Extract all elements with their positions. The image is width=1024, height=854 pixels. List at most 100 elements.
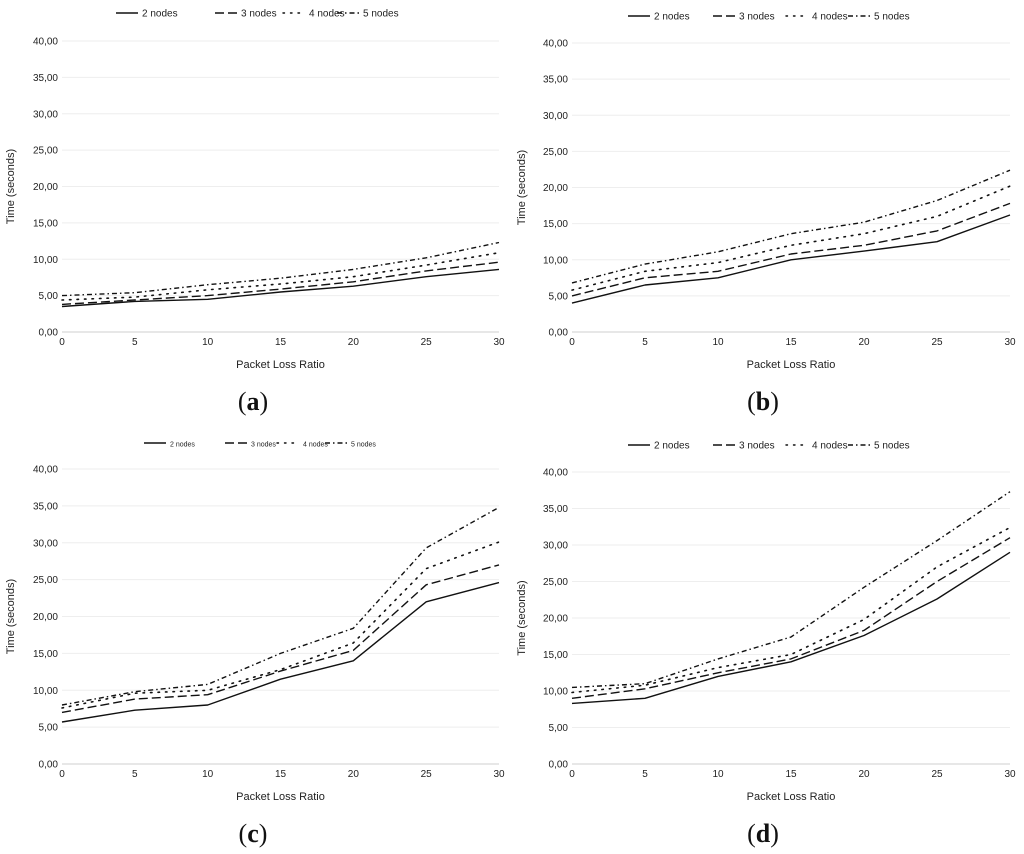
y-axis-label: Time (seconds): [516, 150, 528, 225]
x-tick-label: 0: [569, 769, 575, 780]
x-axis-label: Packet Loss Ratio: [236, 359, 325, 371]
series-line-2-nodes: [61, 581, 500, 723]
y-tick-label: 20,00: [543, 614, 568, 625]
y-tick-label: 40,00: [543, 39, 568, 50]
y-tick-label: 15,00: [33, 649, 58, 660]
x-tick-label: 20: [348, 769, 360, 780]
legend-label: 5 nodes: [351, 442, 376, 449]
legend-label: 3 nodes: [251, 442, 276, 449]
y-tick-label: 0,00: [549, 760, 569, 771]
y-tick-label: 30,00: [543, 541, 568, 552]
series-line-4-nodes: [571, 185, 1011, 291]
y-tick-label: 10,00: [33, 686, 58, 697]
y-tick-label: 5,00: [549, 291, 569, 302]
series-line-4-nodes: [571, 526, 1011, 694]
series-line-3-nodes: [61, 564, 500, 714]
x-tick-label: 20: [858, 337, 870, 348]
y-tick-label: 20,00: [543, 183, 568, 194]
x-tick-label: 30: [493, 337, 505, 348]
y-tick-label: 35,00: [543, 504, 568, 515]
x-tick-label: 30: [1004, 769, 1016, 780]
y-tick-label: 40,00: [543, 468, 568, 479]
y-tick-label: 35,00: [33, 501, 58, 512]
panel-label: (b): [747, 387, 779, 416]
panel-label: (d): [747, 819, 779, 848]
series-line-4-nodes: [61, 541, 500, 709]
x-tick-label: 5: [642, 769, 648, 780]
y-tick-label: 20,00: [33, 182, 58, 193]
legend-label: 5 nodes: [874, 441, 910, 452]
y-axis-label: Time (seconds): [5, 579, 17, 654]
x-tick-label: 5: [132, 337, 138, 348]
x-axis-label: Packet Loss Ratio: [747, 359, 836, 371]
y-axis-label: Time (seconds): [5, 149, 17, 224]
series-line-4-nodes: [61, 251, 500, 301]
y-tick-label: 15,00: [33, 218, 58, 229]
series-line-5-nodes: [571, 169, 1011, 284]
x-tick-label: 15: [785, 769, 797, 780]
x-tick-label: 25: [931, 769, 943, 780]
legend-label: 3 nodes: [739, 441, 775, 452]
legend-label: 4 nodes: [303, 442, 328, 449]
x-tick-label: 10: [202, 769, 214, 780]
chart-panel-d: 0,00 5,00 10,00 15,00 20,00 25,00 30,00 35,00 40…: [516, 441, 1016, 849]
y-tick-label: 35,00: [33, 73, 58, 84]
y-tick-label: 15,00: [543, 650, 568, 661]
y-tick-label: 10,00: [543, 255, 568, 266]
x-tick-label: 30: [493, 769, 505, 780]
y-tick-label: 20,00: [33, 612, 58, 623]
x-tick-label: 15: [275, 337, 287, 348]
y-axis-label: Time (seconds): [516, 580, 528, 655]
x-tick-label: 0: [569, 337, 575, 348]
x-axis-label: Packet Loss Ratio: [236, 791, 325, 803]
x-tick-label: 5: [132, 769, 138, 780]
y-tick-label: 5,00: [39, 723, 59, 734]
y-tick-label: 35,00: [543, 75, 568, 86]
chart-panel-b: 0,00 5,00 10,00 15,00 20,00 25,00 30,00 35,00 40…: [516, 12, 1016, 417]
y-tick-label: 15,00: [543, 219, 568, 230]
series-line-2-nodes: [571, 214, 1011, 304]
y-tick-label: 25,00: [543, 577, 568, 588]
x-tick-label: 5: [642, 337, 648, 348]
y-tick-label: 30,00: [33, 538, 58, 549]
legend-label: 2 nodes: [654, 441, 690, 452]
x-tick-label: 0: [59, 769, 65, 780]
x-tick-label: 0: [59, 337, 65, 348]
y-tick-label: 10,00: [543, 687, 568, 698]
x-tick-label: 25: [931, 337, 943, 348]
legend-label: 2 nodes: [142, 9, 178, 20]
legend-label: 4 nodes: [812, 441, 848, 452]
legend-label: 4 nodes: [309, 9, 345, 20]
x-tick-label: 10: [712, 769, 724, 780]
legend-label: 5 nodes: [363, 9, 399, 20]
x-tick-label: 10: [202, 337, 214, 348]
series-line-5-nodes: [61, 241, 500, 297]
y-tick-label: 25,00: [33, 575, 58, 586]
series-line-3-nodes: [571, 202, 1011, 297]
series-line-2-nodes: [61, 268, 500, 308]
legend-label: 2 nodes: [654, 12, 690, 23]
chart-panel-a: 0,00 5,00 10,00 15,00 20,00 25,00 30,00 35,00 40…: [5, 9, 505, 417]
x-tick-label: 10: [712, 337, 724, 348]
y-tick-label: 5,00: [549, 723, 569, 734]
legend-label: 4 nodes: [812, 12, 848, 23]
y-tick-label: 40,00: [33, 37, 58, 48]
y-tick-label: 0,00: [39, 760, 59, 771]
x-tick-label: 25: [421, 337, 433, 348]
legend-label: 3 nodes: [241, 9, 277, 20]
legend-label: 2 nodes: [170, 442, 195, 449]
y-tick-label: 30,00: [33, 109, 58, 120]
x-tick-label: 20: [348, 337, 360, 348]
legend-label: 5 nodes: [874, 12, 910, 23]
x-tick-label: 15: [275, 769, 287, 780]
y-tick-label: 30,00: [543, 111, 568, 122]
series-line-5-nodes: [61, 506, 500, 706]
y-tick-label: 0,00: [549, 328, 569, 339]
y-tick-label: 25,00: [543, 147, 568, 158]
series-line-2-nodes: [571, 551, 1011, 705]
y-tick-label: 5,00: [39, 291, 59, 302]
x-axis-label: Packet Loss Ratio: [747, 791, 836, 803]
panel-label: (a): [238, 387, 268, 416]
y-tick-label: 0,00: [39, 328, 59, 339]
